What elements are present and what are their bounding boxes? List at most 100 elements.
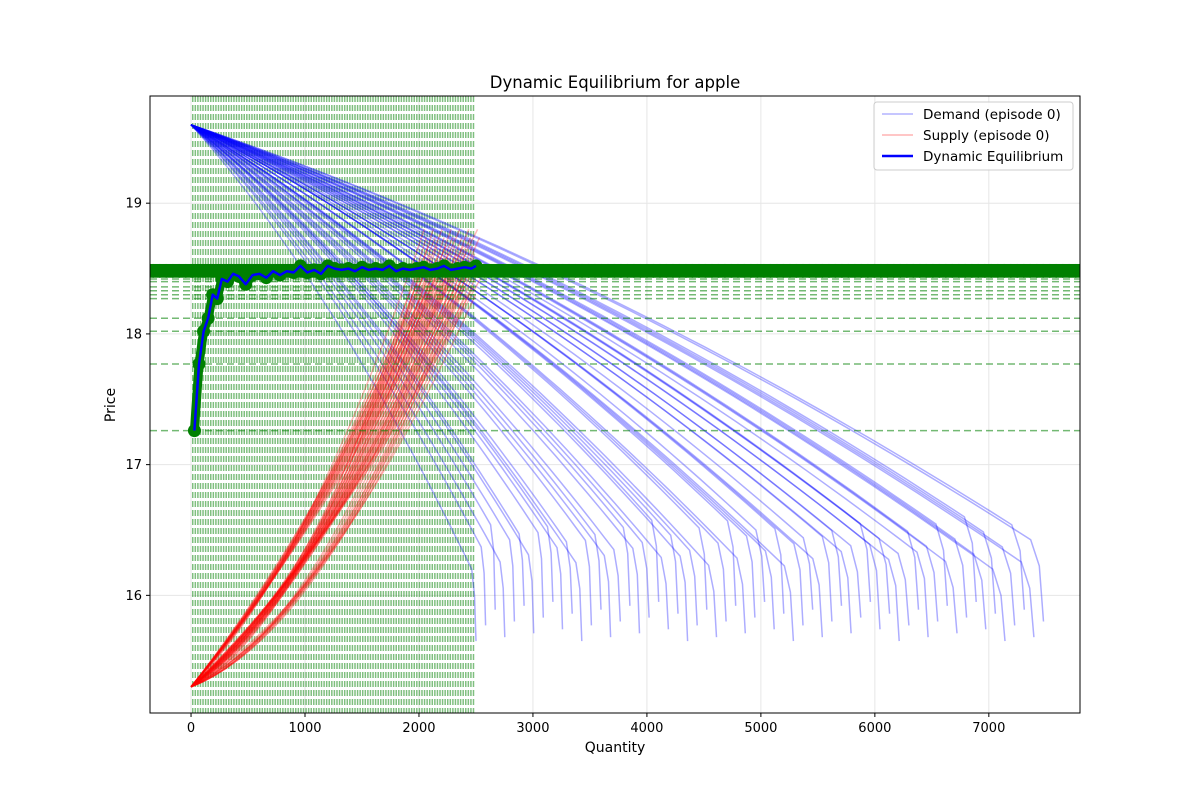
x-tick-label: 4000 (630, 721, 663, 736)
demand-curve (190, 124, 689, 642)
equilibrium-price-marker (568, 263, 577, 278)
equilibrium-price-marker (600, 263, 609, 278)
equilibrium-price-marker (704, 263, 713, 278)
supply-curve (190, 229, 434, 688)
supply-curve (190, 245, 474, 688)
demand-curve (190, 124, 891, 614)
demand-curve (190, 124, 602, 610)
equilibrium-price-marker (659, 263, 668, 278)
demand-curve (190, 124, 593, 626)
equilibrium-price-marker (873, 263, 882, 278)
demand-curve (190, 124, 949, 606)
demand-curve (190, 124, 852, 634)
supply-curve (190, 294, 432, 688)
equilibrium-price-marker (886, 263, 895, 278)
supply-curve (190, 245, 456, 688)
demand-curve (190, 124, 795, 642)
supply-curve (190, 261, 433, 688)
equilibrium-price-marker (152, 263, 161, 278)
x-tick-label: 2000 (402, 721, 435, 736)
demand-curve (190, 124, 747, 634)
equilibrium-price-marker (880, 263, 889, 278)
equilibrium-price-marker (678, 263, 687, 278)
equilibrium-price-marker (1016, 263, 1025, 278)
equilibrium-price-marker (1035, 263, 1044, 278)
y-axis-ticks: 16 17 18 19 (125, 197, 150, 604)
equilibrium-price-marker (633, 263, 642, 278)
equilibrium-price-marker (191, 263, 200, 278)
demand-curve (190, 124, 554, 602)
equilibrium-price-marker (171, 263, 180, 278)
demand-curve (190, 124, 631, 606)
supply-curve (190, 294, 468, 688)
supply-curve (190, 294, 424, 688)
demand-curve (190, 124, 622, 622)
equilibrium-price-marker (1029, 263, 1038, 278)
demand-curve (190, 124, 583, 642)
equilibrium-price-marker (867, 263, 876, 278)
equilibrium-price-marker (542, 263, 551, 278)
equilibrium-price-marker (919, 263, 928, 278)
equilibrium-price-marker (763, 263, 772, 278)
supply-curve (190, 269, 480, 688)
equilibrium-price-marker (594, 263, 603, 278)
demand-curve (190, 124, 535, 634)
equilibrium-price-marker (516, 263, 525, 278)
supply-curve (190, 245, 447, 688)
demand-curve (190, 124, 843, 606)
supply-curve (190, 245, 465, 688)
demand-curve (190, 124, 824, 638)
demand-curve (190, 124, 545, 618)
x-tick-label: 5000 (744, 721, 777, 736)
demand-curve (190, 124, 872, 602)
equilibrium-price-marker (158, 263, 167, 278)
x-axis-title: Quantity (585, 740, 646, 756)
demand-curve (190, 124, 660, 602)
equilibrium-price-marker (750, 263, 759, 278)
legend: Demand (episode 0) Supply (episode 0) Dy… (873, 101, 1074, 171)
equilibrium-price-marker (555, 263, 564, 278)
supply-curve (190, 269, 435, 688)
plot-area (150, 96, 1080, 713)
equilibrium-price-marker (990, 263, 999, 278)
demand-curve (190, 124, 573, 614)
supply-curve (190, 253, 432, 688)
demand-curve (190, 124, 737, 606)
equilibrium-price-marker (860, 263, 869, 278)
equilibrium-price-marker (1003, 263, 1012, 278)
demand-curve (190, 124, 900, 642)
demand-curve (190, 124, 650, 618)
equilibrium-price-marker (756, 263, 765, 278)
demand-curves (190, 124, 1045, 642)
supply-curve (190, 261, 451, 688)
demand-curve (190, 124, 516, 622)
demand-curve (190, 124, 525, 606)
y-tick-label: 19 (125, 197, 142, 212)
demand-curve (190, 124, 564, 630)
equilibrium-price-marker (652, 263, 661, 278)
equilibrium-price-marker (808, 263, 817, 278)
supply-curve (190, 286, 466, 688)
supply-curve (190, 278, 437, 688)
demand-curve (190, 124, 496, 610)
legend-label-supply: Supply (episode 0) (923, 128, 1050, 144)
supply-curve (190, 229, 452, 688)
supply-curve (190, 261, 442, 688)
equilibrium-price-marker (665, 263, 674, 278)
plot-frame (149, 95, 1081, 714)
equilibrium-price-marker (522, 263, 531, 278)
supply-curve (190, 278, 482, 688)
demand-curve (190, 124, 641, 634)
supply-curve (190, 278, 473, 688)
equilibrium-price-marker (685, 263, 694, 278)
supply-curve (190, 245, 429, 688)
demand-curve (190, 124, 1006, 642)
supply-curve (190, 294, 459, 688)
equilibrium-price-marker (971, 263, 980, 278)
supply-curve (190, 286, 475, 688)
equilibrium-price-marker (243, 263, 252, 278)
equilibrium-price-marker (899, 263, 908, 278)
supply-curve (190, 278, 455, 688)
demand-curve (190, 124, 698, 626)
equilibrium-price-marker (730, 263, 739, 278)
